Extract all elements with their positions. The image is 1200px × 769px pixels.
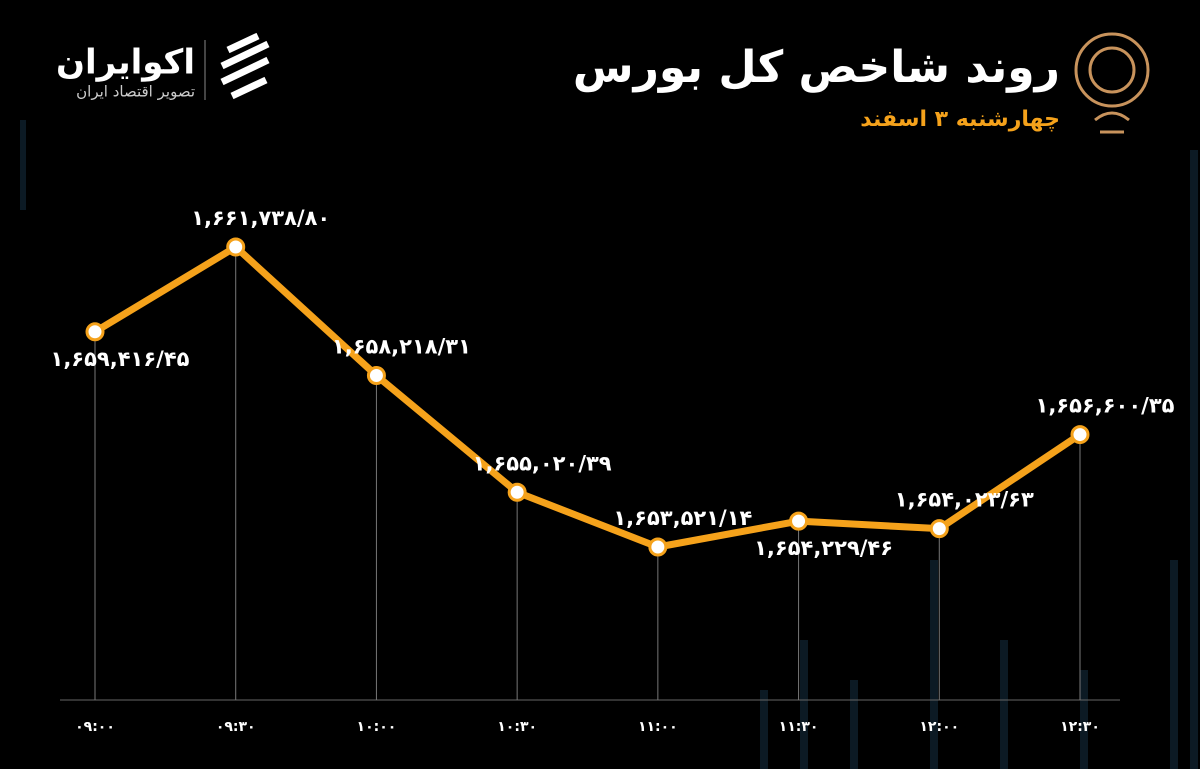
- value-label: ۱,۶۵۴,۲۲۹/۴۶: [754, 536, 893, 560]
- point: [1070, 425, 1090, 445]
- logo-icon: [220, 32, 270, 100]
- x-tick-label: ۱۲:۰۰: [919, 719, 959, 735]
- value-label: ۱,۶۵۶,۶۰۰/۳۵: [1036, 394, 1175, 418]
- series-line: [93, 243, 1082, 551]
- value-label: ۱,۶۵۴,۰۲۳/۶۳: [895, 488, 1034, 512]
- point: [85, 322, 105, 342]
- emblem: [1074, 32, 1150, 134]
- x-tick-label: ۱۱:۰۰: [638, 719, 678, 735]
- point: [366, 366, 386, 386]
- x-tick-label: ۱۰:۳۰: [497, 719, 537, 735]
- logo-tagline: تصویر اقتصاد ایران: [76, 83, 195, 101]
- value-label: ۱,۶۵۸,۲۱۸/۳۱: [332, 335, 471, 359]
- x-tick-label: ۰۹:۰۰: [75, 719, 115, 735]
- x-tick-label: ۱۲:۳۰: [1060, 719, 1100, 735]
- point: [507, 482, 527, 502]
- background-bars: [20, 120, 1198, 769]
- x-tick-label: ۰۹:۳۰: [216, 719, 256, 735]
- logo-name: اکوایران: [56, 43, 195, 83]
- value-label: ۱,۶۶۱,۷۳۸/۸۰: [191, 206, 330, 230]
- point: [929, 519, 949, 539]
- value-label: ۱,۶۵۳,۵۲۱/۱۴: [613, 506, 752, 530]
- x-tick-label: ۱۰:۰۰: [357, 719, 397, 735]
- point: [226, 237, 246, 257]
- chart-title: روند شاخص کل بورس: [573, 42, 1060, 93]
- point: [648, 537, 668, 557]
- x-tick-label: ۱۱:۳۰: [779, 719, 819, 735]
- value-label: ۱,۶۵۹,۴۱۶/۴۵: [51, 347, 190, 371]
- chart-subtitle: چهارشنبه ۳ اسفند: [860, 107, 1060, 132]
- value-label: ۱,۶۵۵,۰۲۰/۳۹: [473, 451, 612, 475]
- point: [789, 511, 809, 531]
